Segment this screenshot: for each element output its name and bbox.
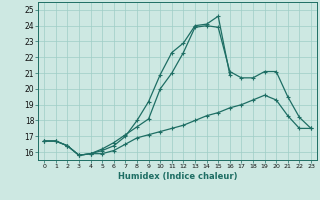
X-axis label: Humidex (Indice chaleur): Humidex (Indice chaleur): [118, 172, 237, 181]
